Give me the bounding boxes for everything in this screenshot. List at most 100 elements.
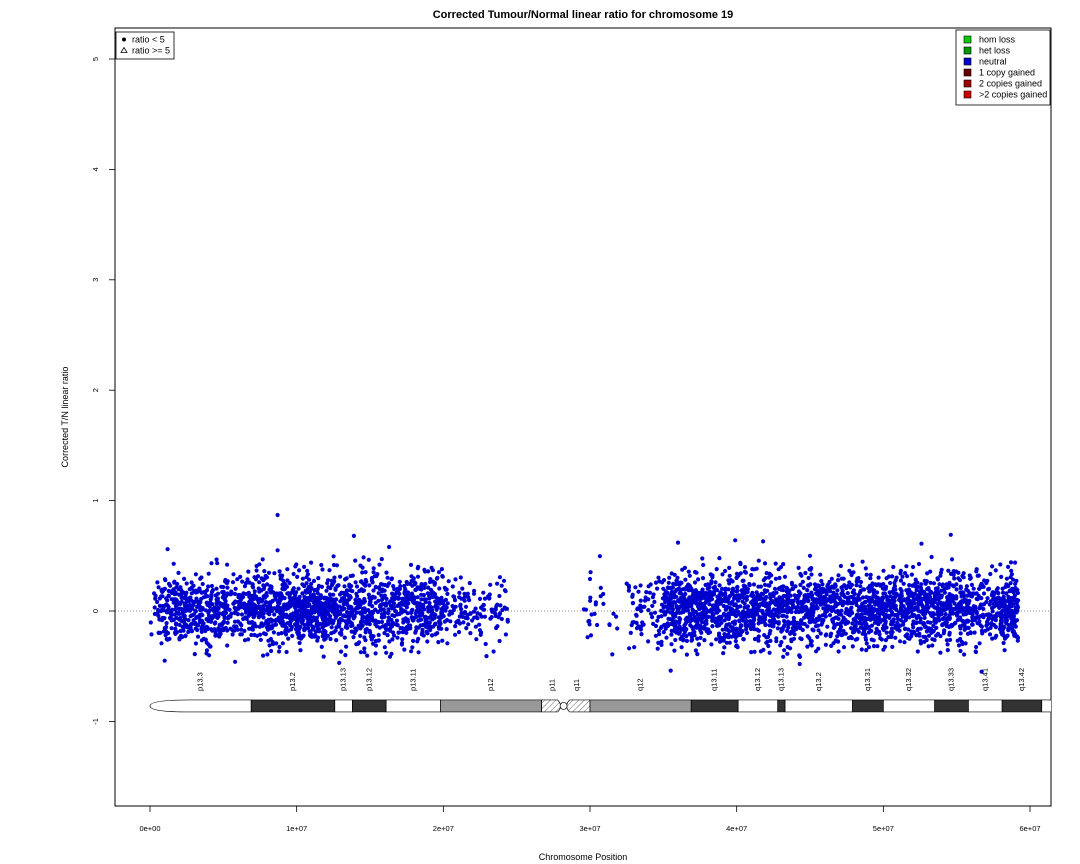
data-point bbox=[397, 579, 402, 585]
data-point bbox=[263, 593, 268, 598]
data-point bbox=[309, 611, 314, 616]
data-point bbox=[384, 570, 389, 575]
data-point bbox=[382, 610, 387, 616]
data-point bbox=[876, 575, 881, 580]
data-point bbox=[300, 576, 305, 581]
data-point bbox=[405, 611, 410, 616]
data-point bbox=[714, 637, 719, 642]
data-point bbox=[745, 594, 750, 599]
data-point bbox=[920, 603, 925, 608]
data-point bbox=[284, 613, 289, 618]
data-point bbox=[857, 605, 862, 610]
data-point bbox=[381, 607, 386, 612]
data-point bbox=[683, 591, 688, 597]
data-point bbox=[1014, 634, 1020, 639]
data-point bbox=[588, 570, 593, 575]
data-point bbox=[265, 652, 270, 657]
data-point bbox=[949, 622, 954, 627]
data-point bbox=[956, 643, 962, 648]
data-point bbox=[925, 604, 930, 609]
data-point bbox=[232, 600, 237, 606]
data-point bbox=[152, 591, 157, 596]
data-point bbox=[683, 577, 688, 582]
data-point bbox=[981, 606, 986, 612]
data-point bbox=[304, 581, 309, 586]
data-point bbox=[287, 604, 293, 609]
data-point bbox=[906, 596, 911, 601]
data-point bbox=[390, 630, 396, 635]
y-tick-label: 0 bbox=[91, 609, 100, 613]
data-point bbox=[745, 587, 751, 592]
data-point bbox=[362, 596, 367, 602]
data-point bbox=[401, 617, 406, 622]
ideogram-band bbox=[852, 699, 884, 713]
data-point bbox=[238, 603, 243, 608]
data-point bbox=[363, 638, 368, 643]
data-point bbox=[385, 575, 390, 580]
data-point bbox=[156, 613, 161, 619]
data-point bbox=[787, 588, 792, 593]
data-point bbox=[439, 567, 444, 572]
data-point bbox=[627, 646, 632, 651]
data-point bbox=[947, 632, 952, 637]
state-swatch-icon bbox=[963, 35, 972, 44]
data-point bbox=[696, 577, 701, 582]
data-point bbox=[857, 596, 862, 601]
data-point bbox=[815, 618, 820, 623]
data-point bbox=[357, 604, 362, 610]
data-point bbox=[928, 569, 933, 574]
data-point bbox=[884, 630, 889, 635]
data-point bbox=[217, 622, 222, 628]
data-point bbox=[985, 627, 990, 632]
data-point bbox=[630, 594, 635, 599]
data-point bbox=[821, 618, 826, 623]
data-point bbox=[305, 614, 310, 619]
data-point bbox=[229, 611, 234, 616]
data-point bbox=[781, 584, 786, 589]
data-point bbox=[935, 586, 940, 591]
data-point bbox=[171, 587, 176, 592]
data-point bbox=[233, 586, 238, 591]
data-point bbox=[979, 669, 984, 674]
data-point bbox=[815, 583, 821, 588]
data-point bbox=[721, 611, 727, 616]
data-point bbox=[926, 587, 931, 592]
data-point bbox=[919, 541, 924, 546]
data-point bbox=[148, 620, 153, 625]
data-point bbox=[858, 584, 863, 589]
data-point bbox=[305, 568, 310, 574]
data-point bbox=[886, 574, 892, 579]
data-point bbox=[649, 611, 654, 616]
data-point bbox=[342, 635, 347, 640]
data-point bbox=[788, 631, 793, 636]
data-point bbox=[717, 616, 722, 621]
data-point bbox=[948, 571, 954, 577]
data-point bbox=[892, 584, 897, 589]
data-point bbox=[902, 640, 907, 645]
data-point bbox=[687, 573, 692, 578]
data-point bbox=[771, 591, 776, 596]
data-point bbox=[805, 624, 810, 629]
data-point bbox=[369, 596, 374, 601]
data-point bbox=[833, 615, 838, 620]
data-point bbox=[588, 633, 594, 638]
data-point bbox=[795, 605, 800, 610]
data-point bbox=[779, 608, 785, 614]
data-point bbox=[727, 573, 732, 578]
data-point bbox=[162, 658, 167, 663]
data-point bbox=[937, 596, 942, 601]
data-point bbox=[177, 637, 182, 642]
data-point bbox=[878, 604, 884, 609]
band-label: q13.11 bbox=[710, 669, 719, 691]
data-point bbox=[303, 607, 308, 612]
data-point bbox=[502, 605, 507, 610]
data-point bbox=[412, 600, 417, 605]
data-point bbox=[467, 598, 472, 603]
data-point bbox=[874, 583, 879, 588]
data-point bbox=[809, 605, 814, 610]
data-point bbox=[947, 580, 952, 585]
data-point bbox=[847, 613, 852, 618]
data-point bbox=[497, 638, 502, 644]
data-point bbox=[347, 597, 352, 602]
data-point bbox=[965, 625, 970, 630]
